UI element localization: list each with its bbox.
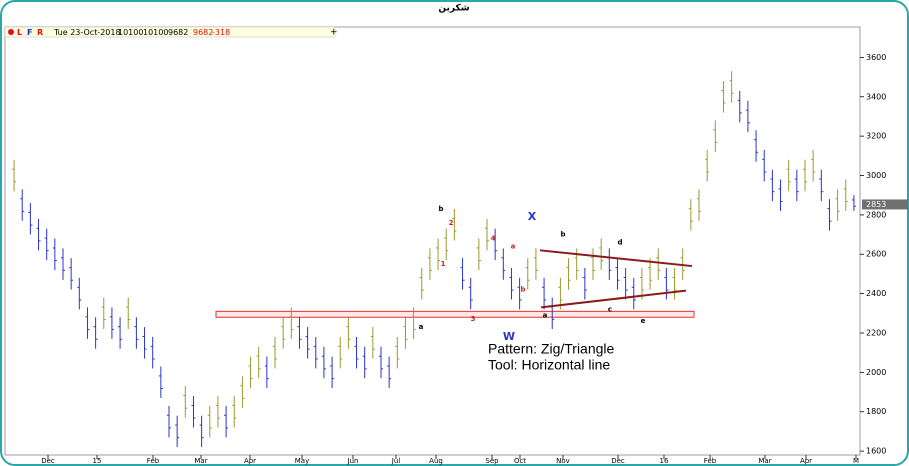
y-tick-label: 2000 — [866, 368, 886, 377]
toolbar-field: 10100 — [143, 28, 168, 37]
x-tick-label: Sep — [485, 457, 499, 465]
y-tick-label: 1800 — [866, 407, 886, 416]
record-dot[interactable] — [8, 29, 14, 35]
y-tick-label: 2800 — [866, 210, 886, 219]
x-tick-label: Feb — [147, 457, 160, 465]
x-tick-label: Dec — [611, 457, 625, 465]
triangle-upper — [539, 249, 693, 268]
x-tick-label: Aug — [429, 457, 443, 465]
triangle-lower — [540, 289, 687, 309]
toolbar-field: 10100 — [118, 28, 143, 37]
horizontal-zone — [215, 310, 695, 318]
toolbar-field: -318 — [212, 28, 230, 37]
y-tick-label: 3400 — [866, 92, 886, 101]
wave-label: a — [419, 323, 424, 331]
x-tick-label: Mar — [758, 457, 771, 465]
x-tick-label: May — [295, 457, 309, 465]
x-tick-label: 15 — [93, 457, 102, 465]
wave-label: W — [503, 330, 515, 343]
wave-label: c — [608, 305, 612, 313]
x-tick-label: 16 — [660, 457, 669, 465]
wave-label: 3 — [471, 315, 476, 323]
wave-label: b — [438, 205, 443, 213]
wave-label: a — [543, 311, 548, 319]
window-title: شکربن — [438, 4, 469, 14]
toolbar-flag[interactable]: F — [27, 28, 32, 37]
wave-label: 1 — [441, 260, 446, 268]
y-tick-label: 2200 — [866, 328, 886, 337]
x-tick-label: Feb — [704, 457, 717, 465]
x-tick-label: Jul — [391, 457, 401, 465]
note: Pattern: Zig/Triangle — [488, 341, 615, 357]
toolbar-flag[interactable]: R — [37, 28, 43, 37]
plot-area — [4, 26, 861, 456]
wave-label: b — [520, 286, 525, 294]
toolbar-field: 9682 — [193, 28, 213, 37]
wave-label: a — [511, 242, 516, 250]
x-tick-label: Dec — [41, 457, 55, 465]
wave-label: e — [641, 317, 646, 325]
note: Tool: Horizontal line — [488, 357, 610, 373]
y-tick-label: 3200 — [866, 132, 886, 141]
y-tick-label: 1600 — [866, 447, 886, 456]
x-tick-label: Mar — [194, 457, 207, 465]
toolbar-add[interactable]: + — [330, 28, 338, 38]
wave-label: 4 — [491, 235, 496, 243]
wave-label: X — [528, 210, 537, 223]
y-tick-label: 2400 — [866, 289, 886, 298]
wave-label: b — [560, 231, 565, 239]
y-tick-label: 3600 — [866, 53, 886, 62]
x-tick-label: Apr — [800, 457, 812, 465]
last-price-box — [862, 199, 908, 210]
toolbar — [4, 26, 336, 38]
toolbar-field: 9682 — [168, 28, 188, 37]
y-tick-label: 3000 — [866, 171, 886, 180]
x-tick-label: Jun — [347, 457, 359, 465]
x-tick-label: M — [853, 457, 859, 465]
x-tick-label: Apr — [244, 457, 256, 465]
wave-label: d — [617, 238, 622, 246]
last-price-label: 2853 — [866, 200, 886, 209]
toolbar-flag[interactable]: L — [17, 28, 22, 37]
y-tick-label: 2600 — [866, 250, 886, 259]
wave-label: 2 — [449, 219, 454, 227]
x-tick-label: Oct — [514, 457, 526, 465]
x-tick-label: Nov — [556, 457, 570, 465]
toolbar-date: Tue 23-Oct-2018 — [53, 28, 121, 37]
